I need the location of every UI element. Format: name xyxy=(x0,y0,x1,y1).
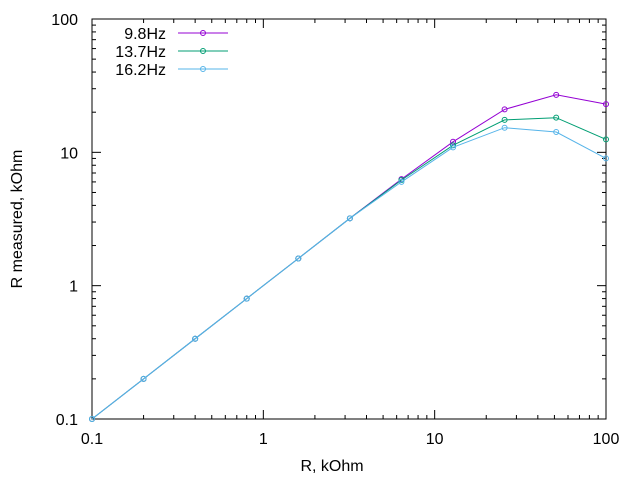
tick-labels: 0.1 1 10 100 0.1 1 10 100 xyxy=(51,12,619,448)
data-point xyxy=(553,114,560,121)
series-3 xyxy=(89,124,609,422)
data-point xyxy=(192,335,199,342)
data-point xyxy=(346,215,353,222)
y-axis-label: R measured, kOhm xyxy=(9,150,26,289)
x-axis-label: R, kOhm xyxy=(300,458,363,475)
x-tick-label: 10 xyxy=(426,431,444,448)
y-tick-label: 1 xyxy=(69,279,78,296)
x-tick-label: 1 xyxy=(259,431,268,448)
series-line xyxy=(91,117,607,420)
x-tick-label: 0.1 xyxy=(81,431,103,448)
data-point xyxy=(501,116,508,123)
data-point xyxy=(603,101,609,108)
legend-marker xyxy=(200,66,206,72)
series-layer xyxy=(89,91,609,422)
data-point xyxy=(501,106,508,113)
axis-ticks xyxy=(91,18,607,420)
series-1 xyxy=(89,91,609,422)
plot-frame xyxy=(91,18,607,420)
data-point xyxy=(553,129,560,136)
data-point xyxy=(450,138,457,145)
x-tick-label: 100 xyxy=(593,431,620,448)
legend-marker xyxy=(200,30,206,36)
data-point xyxy=(603,136,609,143)
data-point xyxy=(243,295,250,302)
data-point xyxy=(603,155,609,162)
y-tick-label: 10 xyxy=(60,145,78,162)
series-2 xyxy=(89,114,609,422)
data-point xyxy=(450,144,457,151)
series-line xyxy=(91,127,607,420)
legend-label: 9.8Hz xyxy=(124,26,166,43)
data-point xyxy=(295,255,302,262)
data-point xyxy=(89,416,95,422)
data-point xyxy=(553,91,560,98)
data-point xyxy=(501,124,508,131)
data-point xyxy=(140,375,147,382)
legend-label: 13.7Hz xyxy=(115,44,166,61)
series-line xyxy=(91,94,607,420)
legend-marker xyxy=(200,48,206,54)
y-tick-label: 0.1 xyxy=(56,412,78,429)
data-point xyxy=(398,178,405,185)
y-tick-label: 100 xyxy=(51,12,78,29)
legend-label: 16.2Hz xyxy=(115,62,166,79)
